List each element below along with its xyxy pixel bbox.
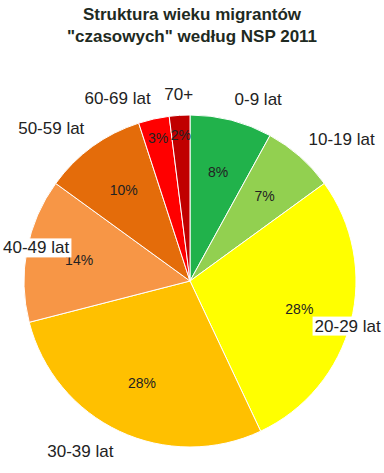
data-label: 8% — [208, 164, 228, 180]
labels: 8%7%28%28%14%10%3%2%0-9 lat10-19 lat20-2… — [1, 85, 383, 461]
data-label: 7% — [255, 188, 275, 204]
category-label: 20-29 lat — [315, 317, 381, 336]
label-background — [82, 89, 152, 108]
category-label-group: 40-49 lat — [1, 238, 71, 257]
category-label: 10-19 lat — [309, 130, 375, 149]
data-label: 28% — [128, 375, 156, 391]
label-background — [307, 130, 377, 149]
category-label-group: 10-19 lat — [307, 130, 377, 149]
chart: 8%7%28%28%14%10%3%2%0-9 lat10-19 lat20-2… — [0, 0, 384, 473]
label-background — [162, 85, 195, 104]
category-label-group: 70+ — [162, 85, 195, 104]
category-label-group: 60-69 lat — [82, 89, 152, 108]
category-label-group: 20-29 lat — [313, 317, 383, 336]
label-background — [313, 317, 383, 336]
title: Struktura wieku migrantów "czasowych" we… — [30, 4, 354, 48]
category-label-group: 30-39 lat — [45, 442, 115, 461]
category-label-group: 0-9 lat — [233, 90, 285, 109]
category-label-group: 50-59 lat — [16, 119, 86, 138]
category-label: 0-9 lat — [235, 90, 283, 109]
category-label: 50-59 lat — [18, 119, 84, 138]
slice — [169, 115, 190, 281]
category-label: 40-49 lat — [3, 238, 69, 257]
data-label: 10% — [110, 182, 138, 198]
category-label: 70+ — [164, 85, 193, 104]
label-background — [1, 238, 71, 257]
data-label: 2% — [171, 127, 191, 143]
slices — [24, 115, 356, 447]
category-label: 30-39 lat — [47, 442, 113, 461]
label-background — [45, 442, 115, 461]
label-background — [233, 90, 285, 109]
data-label: 3% — [148, 130, 168, 146]
category-label: 60-69 lat — [84, 89, 150, 108]
label-background — [16, 119, 86, 138]
data-label: 28% — [285, 301, 313, 317]
